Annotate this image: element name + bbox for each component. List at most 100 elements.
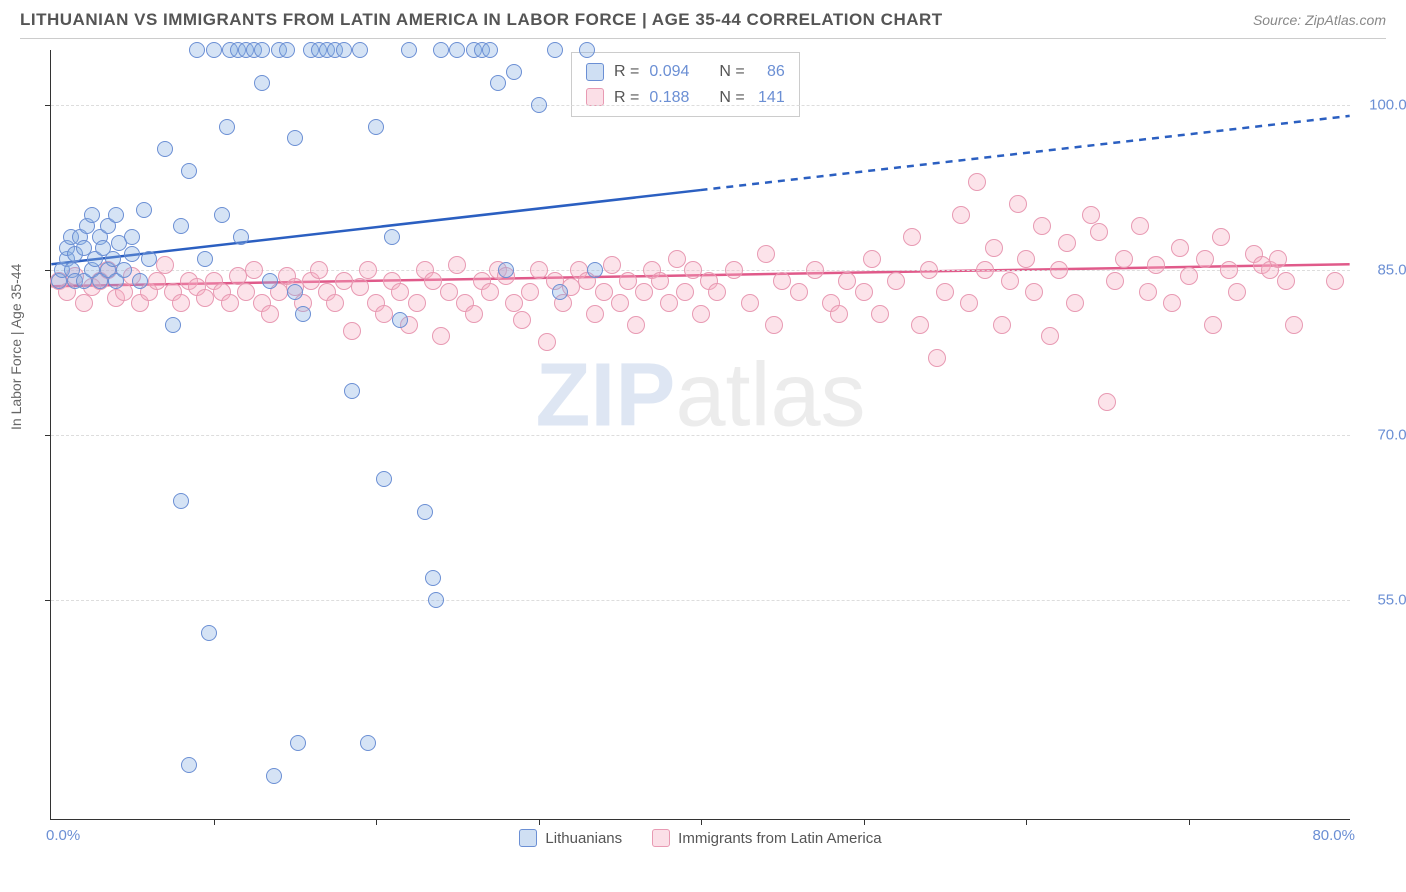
- x-tick-mark: [214, 819, 215, 825]
- scatter-point-b: [1163, 294, 1181, 312]
- y-tick-mark: [45, 435, 51, 436]
- scatter-point-b: [148, 272, 166, 290]
- scatter-point-b: [1228, 283, 1246, 301]
- watermark-atlas: atlas: [675, 346, 865, 446]
- scatter-point-b: [960, 294, 978, 312]
- x-tick-mark: [864, 819, 865, 825]
- scatter-point-b: [432, 327, 450, 345]
- scatter-point-b: [359, 261, 377, 279]
- scatter-point-a: [136, 202, 152, 218]
- stats-n-b: 141: [755, 85, 785, 111]
- title-bar: LITHUANIAN VS IMMIGRANTS FROM LATIN AMER…: [20, 10, 1386, 39]
- scatter-point-b: [424, 272, 442, 290]
- scatter-point-b: [1098, 393, 1116, 411]
- x-tick-mark: [539, 819, 540, 825]
- scatter-point-b: [465, 305, 483, 323]
- scatter-point-a: [587, 262, 603, 278]
- scatter-point-b: [481, 283, 499, 301]
- scatter-point-b: [521, 283, 539, 301]
- legend-swatch-b: [652, 829, 670, 847]
- scatter-point-b: [351, 278, 369, 296]
- scatter-point-b: [619, 272, 637, 290]
- scatter-point-b: [391, 283, 409, 301]
- scatter-point-b: [684, 261, 702, 279]
- scatter-point-b: [530, 261, 548, 279]
- bottom-legend: Lithuanians Immigrants from Latin Americ…: [51, 829, 1350, 847]
- scatter-point-a: [157, 141, 173, 157]
- scatter-point-b: [538, 333, 556, 351]
- x-tick-mark: [1026, 819, 1027, 825]
- scatter-point-b: [887, 272, 905, 290]
- scatter-point-a: [206, 42, 222, 58]
- scatter-point-b: [1285, 316, 1303, 334]
- y-tick-label: 70.0%: [1360, 427, 1406, 444]
- stats-row-a: R = 0.094 N = 86: [586, 59, 785, 85]
- scatter-point-b: [660, 294, 678, 312]
- stats-n-label: N =: [719, 85, 744, 111]
- scatter-point-b: [1139, 283, 1157, 301]
- scatter-point-a: [287, 284, 303, 300]
- y-tick-mark: [45, 270, 51, 271]
- stats-row-b: R = 0.188 N = 141: [586, 85, 785, 111]
- scatter-point-b: [676, 283, 694, 301]
- scatter-point-a: [425, 570, 441, 586]
- scatter-point-a: [189, 42, 205, 58]
- scatter-point-b: [1269, 250, 1287, 268]
- scatter-point-b: [221, 294, 239, 312]
- scatter-point-b: [725, 261, 743, 279]
- scatter-point-b: [838, 272, 856, 290]
- scatter-point-a: [266, 768, 282, 784]
- scatter-point-a: [141, 251, 157, 267]
- scatter-point-b: [1066, 294, 1084, 312]
- scatter-point-a: [352, 42, 368, 58]
- scatter-point-b: [773, 272, 791, 290]
- scatter-point-a: [181, 163, 197, 179]
- swatch-b: [586, 88, 604, 106]
- scatter-point-b: [692, 305, 710, 323]
- stats-r-b: 0.188: [649, 85, 689, 111]
- x-tick-mark: [1189, 819, 1190, 825]
- stats-legend-box: R = 0.094 N = 86 R = 0.188 N = 141: [571, 52, 800, 117]
- scatter-point-a: [116, 262, 132, 278]
- scatter-point-a: [344, 383, 360, 399]
- scatter-point-a: [506, 64, 522, 80]
- y-axis-label: In Labor Force | Age 35-44: [8, 264, 24, 430]
- scatter-point-b: [1277, 272, 1295, 290]
- scatter-point-b: [741, 294, 759, 312]
- scatter-point-a: [368, 119, 384, 135]
- scatter-point-a: [124, 246, 140, 262]
- scatter-point-a: [547, 42, 563, 58]
- scatter-point-b: [1204, 316, 1222, 334]
- scatter-point-a: [360, 735, 376, 751]
- gridline-h: [51, 600, 1350, 601]
- plot-area: ZIPatlas R = 0.094 N = 86 R = 0.188 N = …: [50, 50, 1350, 820]
- scatter-point-a: [233, 229, 249, 245]
- scatter-point-a: [433, 42, 449, 58]
- scatter-point-a: [254, 42, 270, 58]
- scatter-point-b: [1115, 250, 1133, 268]
- scatter-point-b: [668, 250, 686, 268]
- y-tick-mark: [45, 105, 51, 106]
- source-attribution: Source: ZipAtlas.com: [1253, 12, 1386, 28]
- scatter-point-b: [245, 261, 263, 279]
- scatter-point-b: [261, 305, 279, 323]
- scatter-point-b: [968, 173, 986, 191]
- scatter-point-b: [1082, 206, 1100, 224]
- swatch-a: [586, 63, 604, 81]
- scatter-point-a: [482, 42, 498, 58]
- scatter-point-a: [490, 75, 506, 91]
- scatter-point-b: [651, 272, 669, 290]
- scatter-point-b: [952, 206, 970, 224]
- scatter-point-b: [1090, 223, 1108, 241]
- scatter-point-b: [863, 250, 881, 268]
- scatter-point-b: [586, 305, 604, 323]
- scatter-point-b: [855, 283, 873, 301]
- scatter-point-a: [290, 735, 306, 751]
- scatter-point-a: [531, 97, 547, 113]
- scatter-point-a: [401, 42, 417, 58]
- y-tick-label: 85.0%: [1360, 262, 1406, 279]
- y-tick-mark: [45, 600, 51, 601]
- gridline-h: [51, 435, 1350, 436]
- scatter-point-b: [920, 261, 938, 279]
- x-tick-mark: [701, 819, 702, 825]
